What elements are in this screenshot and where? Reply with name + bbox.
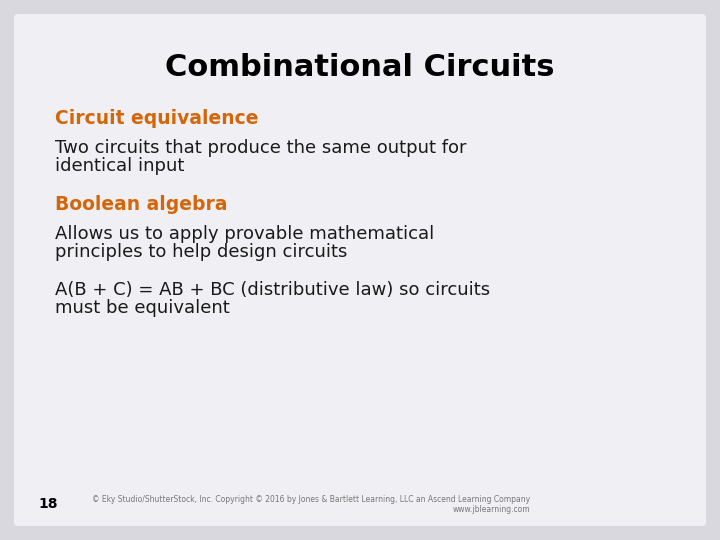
Text: Boolean algebra: Boolean algebra <box>55 194 228 213</box>
Text: Allows us to apply provable mathematical: Allows us to apply provable mathematical <box>55 225 434 243</box>
Text: Combinational Circuits: Combinational Circuits <box>166 53 554 83</box>
Text: principles to help design circuits: principles to help design circuits <box>55 243 347 261</box>
Text: www.jblearning.com: www.jblearning.com <box>452 505 530 515</box>
Text: © Eky Studio/ShutterStock, Inc. Copyright © 2016 by Jones & Bartlett Learning, L: © Eky Studio/ShutterStock, Inc. Copyrigh… <box>92 496 530 504</box>
Text: Two circuits that produce the same output for: Two circuits that produce the same outpu… <box>55 139 467 157</box>
Text: Circuit equivalence: Circuit equivalence <box>55 109 258 127</box>
FancyBboxPatch shape <box>14 14 706 526</box>
Text: must be equivalent: must be equivalent <box>55 299 230 317</box>
Text: identical input: identical input <box>55 157 184 175</box>
Text: 18: 18 <box>38 497 58 511</box>
Text: A(B + C) = AB + BC (distributive law) so circuits: A(B + C) = AB + BC (distributive law) so… <box>55 281 490 299</box>
